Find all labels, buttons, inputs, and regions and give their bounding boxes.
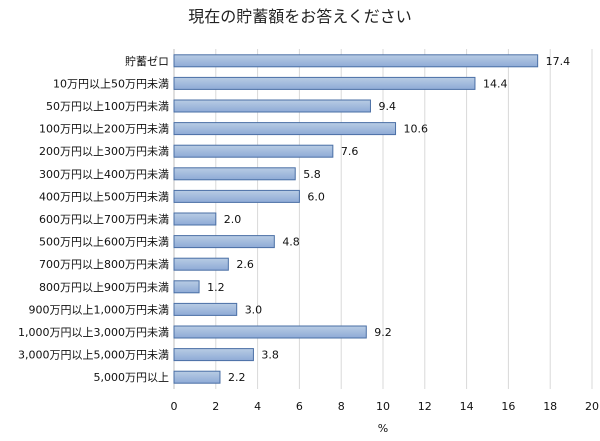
x-tick-label: 10 [376,400,390,413]
bar [173,370,221,384]
data-label: 5.8 [303,168,321,181]
bar [173,212,217,226]
x-tick-label: 20 [585,400,599,413]
bar [173,99,371,113]
category-label: 3,000万円以上5,000万円未満 [18,349,169,362]
data-label: 2.0 [224,213,242,226]
bar [173,257,229,271]
x-tick-label: 0 [171,400,178,413]
data-label: 9.4 [378,100,396,113]
data-label: 10.6 [404,123,429,136]
x-tick-label: 8 [338,400,345,413]
data-label: 2.2 [228,371,246,384]
category-label: 5,000万円以上 [94,371,170,384]
x-tick-label: 2 [212,400,219,413]
x-tick-label: 12 [418,400,432,413]
bar [173,76,476,90]
x-tick-label: 16 [501,400,515,413]
bar [173,144,334,158]
category-label: 貯蓄ゼロ [125,55,169,68]
data-label: 17.4 [546,55,571,68]
category-label: 600万円以上700万円未満 [39,213,169,226]
category-label: 400万円以上500万円未満 [39,190,169,203]
data-label: 14.4 [483,77,508,90]
bar [173,280,200,294]
bar [173,348,254,362]
x-tick-label: 14 [460,400,474,413]
category-label: 900万円以上1,000万円未満 [29,303,170,316]
x-tick-label: 4 [254,400,261,413]
category-labels: 貯蓄ゼロ 10万円以上50万円未満 50万円以上100万円未満 100万円以上200万… [18,55,169,384]
data-label: 9.2 [374,326,392,339]
category-label: 300万円以上400万円未満 [39,168,169,181]
category-label: 100万円以上200万円未満 [39,123,169,136]
bars [173,54,539,384]
x-tick-label: 18 [543,400,557,413]
data-label: 7.6 [341,145,359,158]
data-label: 4.8 [282,236,300,249]
data-label: 2.6 [236,258,254,271]
category-label: 50万円以上100万円未満 [46,100,169,113]
bar [173,122,397,136]
category-label: 700万円以上800万円未満 [39,258,169,271]
category-label: 1,000万円以上3,000万円未満 [18,326,169,339]
data-label: 6.0 [307,190,325,203]
bar [173,302,238,316]
category-label: 10万円以上50万円未満 [53,77,169,90]
bar [173,189,300,203]
x-tick-label: 6 [296,400,303,413]
chart-title: 現在の貯蓄額をお答えください [188,7,412,26]
value-labels: 17.4 14.4 9.4 10.6 7.6 5.8 6.0 2.0 4.8 2.6 1.2 3.0 9… [207,55,570,384]
bar [173,235,275,249]
data-label: 3.8 [261,349,279,362]
data-label: 3.0 [245,303,263,316]
category-label: 500万円以上600万円未満 [39,236,169,249]
bar [173,54,539,68]
bar [173,325,367,339]
x-axis-label: % [378,422,388,435]
data-label: 1.2 [207,281,225,294]
bar [173,167,296,181]
category-label: 200万円以上300万円未満 [39,145,169,158]
category-label: 800万円以上900万円未満 [39,281,169,294]
x-axis-ticks: 0 2 4 6 8 10 12 14 16 18 20 [171,400,600,413]
